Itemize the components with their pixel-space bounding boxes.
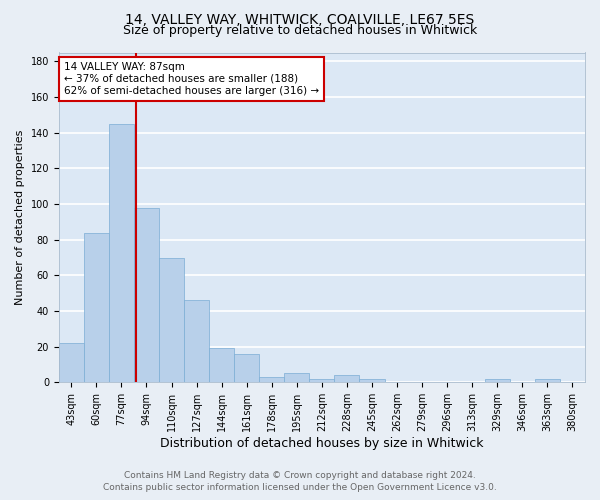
X-axis label: Distribution of detached houses by size in Whitwick: Distribution of detached houses by size …: [160, 437, 484, 450]
Bar: [84, 232, 109, 382]
Bar: [159, 258, 184, 382]
Y-axis label: Number of detached properties: Number of detached properties: [15, 130, 25, 305]
Text: Contains HM Land Registry data © Crown copyright and database right 2024.
Contai: Contains HM Land Registry data © Crown c…: [103, 471, 497, 492]
Bar: [134, 208, 159, 382]
Text: Size of property relative to detached houses in Whitwick: Size of property relative to detached ho…: [123, 24, 477, 37]
Bar: [535, 379, 560, 382]
Bar: [310, 379, 334, 382]
Bar: [334, 375, 359, 382]
Bar: [259, 377, 284, 382]
Bar: [209, 348, 234, 382]
Bar: [485, 379, 510, 382]
Bar: [359, 379, 385, 382]
Bar: [284, 374, 310, 382]
Bar: [184, 300, 209, 382]
Bar: [59, 343, 84, 382]
Text: 14 VALLEY WAY: 87sqm
← 37% of detached houses are smaller (188)
62% of semi-deta: 14 VALLEY WAY: 87sqm ← 37% of detached h…: [64, 62, 319, 96]
Bar: [109, 124, 134, 382]
Text: 14, VALLEY WAY, WHITWICK, COALVILLE, LE67 5ES: 14, VALLEY WAY, WHITWICK, COALVILLE, LE6…: [125, 12, 475, 26]
Bar: [234, 354, 259, 382]
